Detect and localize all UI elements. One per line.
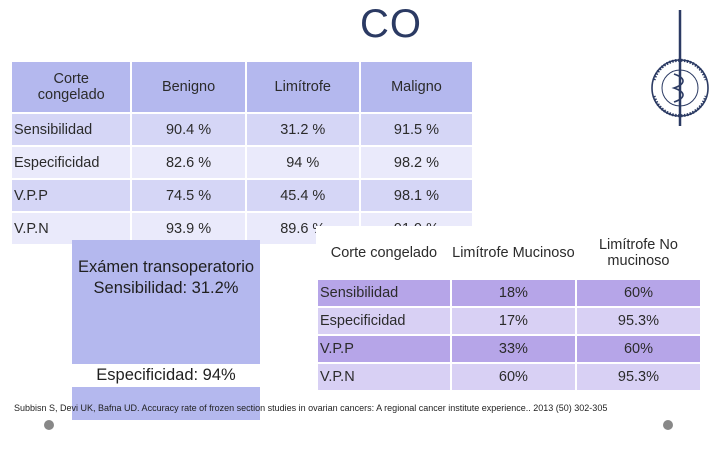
table-cell: 60% bbox=[449, 362, 577, 392]
summary-sensitivity: Sensibilidad: 31.2% bbox=[93, 279, 239, 297]
summary-specificity: Especificidad: 94% bbox=[72, 364, 260, 387]
header-cell: Benigno bbox=[130, 60, 247, 114]
table-cell: 98.2 % bbox=[358, 145, 475, 180]
table-cell: 31.2 % bbox=[244, 112, 361, 147]
row-label: Sensibilidad bbox=[9, 112, 133, 147]
bullet-dot-icon bbox=[663, 420, 673, 430]
table-cell: 74.5 % bbox=[130, 178, 247, 213]
table-cell: 17% bbox=[449, 306, 577, 336]
row-label: V.P.N bbox=[316, 362, 452, 392]
table-row: Sensibilidad 90.4 % 31.2 % 91.5 % bbox=[9, 112, 475, 147]
table-cell: 45.4 % bbox=[244, 178, 361, 213]
table-cell: 98.1 % bbox=[358, 178, 475, 213]
row-label: V.P.P bbox=[316, 334, 452, 364]
header-cell: Limítrofe Mucinoso bbox=[449, 226, 577, 280]
table-cell: 18% bbox=[449, 278, 577, 308]
table-header-row: Corte congelado Benigno Limítrofe Malign… bbox=[9, 60, 475, 114]
table-cell: 90.4 % bbox=[130, 112, 247, 147]
table-cell: 33% bbox=[449, 334, 577, 364]
row-label: V.P.P bbox=[9, 178, 133, 213]
row-label: Especificidad bbox=[316, 306, 452, 336]
table-row: Especificidad 82.6 % 94 % 98.2 % bbox=[9, 145, 475, 180]
table-cell: 94 % bbox=[244, 145, 361, 180]
header-cell: Corte congelado bbox=[316, 226, 452, 280]
table-cell: 82.6 % bbox=[130, 145, 247, 180]
header-cell: Limítrofe bbox=[244, 60, 361, 114]
table-cell: 95.3% bbox=[574, 306, 703, 336]
table-header-row: Corte congelado Limítrofe Mucinoso Limít… bbox=[316, 226, 703, 280]
table-row: V.P.N 60% 95.3% bbox=[316, 362, 703, 392]
table-row: V.P.P 33% 60% bbox=[316, 334, 703, 364]
row-label: V.P.N bbox=[9, 211, 133, 246]
institute-seal-logo bbox=[651, 10, 709, 126]
borderline-table: Corte congelado Limítrofe Mucinoso Limít… bbox=[316, 226, 703, 392]
results-table: Corte congelado Benigno Limítrofe Malign… bbox=[9, 60, 475, 246]
header-cell: Corte congelado bbox=[9, 60, 133, 114]
row-label: Especificidad bbox=[9, 145, 133, 180]
table-row: Especificidad 17% 95.3% bbox=[316, 306, 703, 336]
bullet-dot-icon bbox=[44, 420, 54, 430]
citation: Subbisn S, Devi UK, Bafna UD. Accuracy r… bbox=[14, 403, 608, 413]
table-cell: 91.5 % bbox=[358, 112, 475, 147]
summary-heading: Exámen transoperatorio bbox=[77, 258, 255, 276]
table-row: Sensibilidad 18% 60% bbox=[316, 278, 703, 308]
header-cell: Limítrofe No mucinoso bbox=[574, 226, 703, 280]
table-cell: 95.3% bbox=[574, 362, 703, 392]
slide-title: CO bbox=[360, 2, 422, 46]
header-cell: Maligno bbox=[358, 60, 475, 114]
summary-box bbox=[72, 240, 260, 420]
summary-text: Exámen transoperatorio Sensibilidad: 31.… bbox=[72, 257, 260, 299]
table-row: V.P.P 74.5 % 45.4 % 98.1 % bbox=[9, 178, 475, 213]
table-cell: 60% bbox=[574, 334, 703, 364]
header-text: Corte congelado bbox=[37, 71, 105, 103]
table-cell: 60% bbox=[574, 278, 703, 308]
row-label: Sensibilidad bbox=[316, 278, 452, 308]
